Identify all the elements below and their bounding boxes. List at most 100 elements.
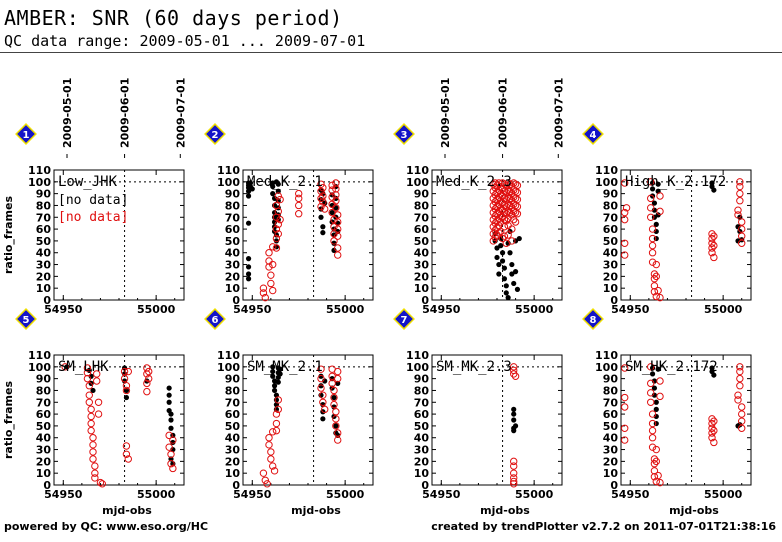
data-point-red <box>274 192 282 200</box>
y-tick-label: 10 <box>414 467 430 480</box>
data-point-red <box>513 195 522 204</box>
data-point-red <box>650 455 659 463</box>
data-point-red <box>656 392 664 401</box>
data-point-red <box>328 379 336 388</box>
y-tick-label: 40 <box>603 432 619 445</box>
panel-badge-icon <box>582 308 604 330</box>
data-point-red <box>513 181 522 190</box>
data-point-red <box>621 208 629 217</box>
y-tick-label: 0 <box>43 294 51 307</box>
data-point-black <box>509 261 515 268</box>
data-point-black <box>245 271 252 277</box>
data-point-red <box>269 286 277 295</box>
x-tick-label: 54950 <box>233 303 272 316</box>
data-point-red <box>491 184 499 192</box>
data-point-red <box>124 367 132 376</box>
y-tick-label: 10 <box>36 467 52 480</box>
data-point-red <box>89 441 97 449</box>
data-point-red <box>511 218 520 226</box>
data-point-red <box>334 218 342 226</box>
data-point-black <box>123 394 130 401</box>
data-point-red <box>710 232 718 240</box>
date-axis-label: 2009-07-01 <box>552 78 565 148</box>
data-point-red <box>738 403 746 411</box>
y-tick-label: 20 <box>36 455 52 468</box>
data-point-black <box>247 180 254 186</box>
y-tick-label: 90 <box>414 373 430 386</box>
data-point-red <box>736 363 744 371</box>
data-point-red <box>276 195 284 204</box>
data-point-red <box>510 480 518 488</box>
y-tick-label: 60 <box>414 223 430 236</box>
data-point-black <box>651 378 658 384</box>
y-tick-label: 10 <box>225 282 241 295</box>
data-point-black <box>166 392 172 398</box>
data-point-red <box>167 450 175 458</box>
data-point-red <box>506 194 514 203</box>
data-point-red <box>647 389 655 397</box>
x-tick-label: 55000 <box>704 488 743 501</box>
data-point-red <box>269 243 277 251</box>
data-point-red <box>508 225 516 233</box>
panel-label: Med_K_2.1 <box>247 174 323 190</box>
data-point-red <box>502 181 510 190</box>
data-point-red <box>510 477 518 486</box>
data-point-red <box>295 210 303 218</box>
data-point-red <box>508 211 516 219</box>
date-axis-label: 2009-05-01 <box>61 78 74 148</box>
data-point-red <box>489 180 497 188</box>
data-point-black <box>90 387 96 394</box>
panel-badge-number: 3 <box>401 130 408 141</box>
data-point-red <box>736 382 744 390</box>
data-point-black <box>318 383 324 389</box>
data-point-red <box>87 412 95 421</box>
data-point-black <box>653 406 659 412</box>
data-point-black <box>320 230 326 236</box>
y-tick-label: 70 <box>414 211 430 224</box>
data-point-red <box>317 202 325 211</box>
data-point-red <box>497 189 505 198</box>
data-point-red <box>504 231 512 239</box>
panel-label: High_K_2.172 <box>625 174 726 190</box>
data-point-red <box>495 193 503 201</box>
panel-label: Low_JHK <box>58 174 118 190</box>
data-point-red <box>272 426 281 435</box>
y-tick-label: 110 <box>406 164 429 177</box>
data-point-black <box>273 238 280 244</box>
y-tick-label: 20 <box>603 270 619 283</box>
y-tick-label: 10 <box>603 282 619 295</box>
panel-badge-number: 5 <box>23 315 30 326</box>
data-point-red <box>265 434 273 442</box>
data-point-red <box>332 415 340 423</box>
data-point-red <box>261 476 269 484</box>
y-tick-label: 110 <box>595 349 618 362</box>
data-point-red <box>330 386 338 395</box>
data-point-red <box>267 448 275 456</box>
x-tick-label: 55000 <box>326 488 365 501</box>
data-point-red <box>654 286 662 295</box>
data-point-red <box>87 405 95 414</box>
data-point-red <box>493 217 501 225</box>
panel-label: SM_MK_2.3 <box>436 359 512 375</box>
y-tick-label: 10 <box>36 282 52 295</box>
data-point-red <box>710 426 718 435</box>
y-axis-label: ratio_frames <box>2 196 15 274</box>
data-point-red <box>91 462 99 470</box>
data-point-red <box>265 249 273 257</box>
data-point-red <box>330 215 338 224</box>
data-point-red <box>83 374 92 383</box>
data-point-red <box>510 363 518 371</box>
y-tick-label: 30 <box>603 444 619 457</box>
data-point-black <box>496 271 502 277</box>
data-point-red <box>143 370 151 378</box>
data-point-red <box>513 202 522 211</box>
x-tick-label: 54950 <box>422 488 461 501</box>
data-point-black <box>511 280 517 287</box>
y-tick-label: 90 <box>225 373 241 386</box>
data-point-black <box>651 392 658 398</box>
data-point-red <box>321 205 329 213</box>
data-point-red <box>493 195 501 204</box>
y-tick-label: 30 <box>36 444 52 457</box>
panel-badge-number: 7 <box>401 315 408 326</box>
x-tick-label: 54950 <box>233 488 272 501</box>
